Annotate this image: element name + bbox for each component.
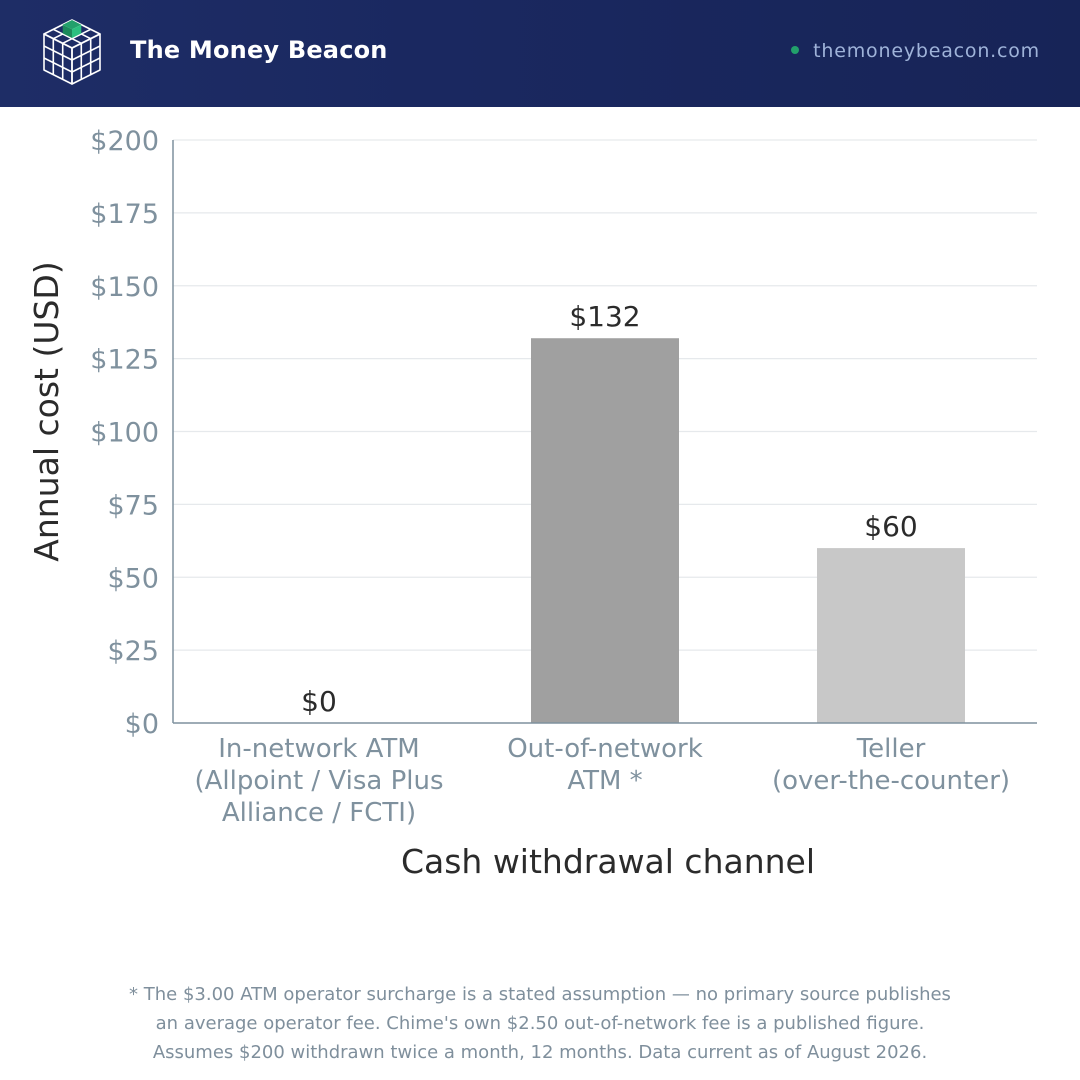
y-tick-label: $50 — [107, 563, 159, 594]
data-label: $0 — [301, 685, 337, 718]
x-tick-label-line: Teller — [856, 734, 926, 764]
y-tick-label: $200 — [90, 126, 159, 157]
data-label: $60 — [864, 510, 917, 543]
y-tick-label: $75 — [107, 490, 159, 521]
bar-chart: $0 $25 $50 $75 $100 $125 $150 $175 $200 $0 In-netw… — [27, 126, 1037, 881]
status-dot-icon — [791, 45, 800, 54]
y-axis-title: Annual cost (USD) — [27, 261, 66, 561]
y-tick-label: $25 — [107, 636, 159, 667]
x-tick-label-line: (Allpoint / Visa Plus — [194, 766, 443, 796]
footnote: * The $3.00 ATM operator surcharge is a … — [0, 980, 1080, 1067]
x-tick-label-line: Out-of-network — [507, 734, 703, 764]
footnote-line: an average operator fee. Chime's own $2.… — [155, 1013, 925, 1034]
data-label: $132 — [569, 300, 640, 333]
site-url[interactable]: themoneybeacon.com — [791, 40, 1040, 62]
x-axis-title: Cash withdrawal channel — [401, 842, 815, 881]
x-tick-label: Teller (over-the-counter) — [772, 734, 1010, 796]
site-url-text: themoneybeacon.com — [813, 40, 1040, 62]
bar — [817, 548, 965, 723]
bar — [531, 338, 679, 723]
x-tick-label-line: ATM * — [567, 766, 642, 796]
x-tick-label: Out-of-network ATM * — [507, 734, 703, 796]
x-tick-label: In-network ATM (Allpoint / Visa Plus Allia… — [194, 734, 443, 828]
x-tick-label-line: In-network ATM — [218, 734, 419, 764]
footnote-line: * The $3.00 ATM operator surcharge is a … — [129, 984, 951, 1005]
y-tick-label: $0 — [125, 709, 159, 740]
brand-name: The Money Beacon — [130, 36, 388, 64]
cube-grid-icon — [43, 19, 101, 85]
y-tick-label: $175 — [90, 199, 159, 230]
y-tick-label: $100 — [90, 418, 159, 449]
y-tick-label: $125 — [90, 345, 159, 376]
x-tick-label-line: Alliance / FCTI) — [222, 798, 416, 828]
header-bar: The Money Beacon themoneybeacon.com — [0, 0, 1080, 107]
footnote-line: Assumes $200 withdrawn twice a month, 12… — [152, 1042, 928, 1063]
y-tick-label: $150 — [90, 272, 159, 303]
x-tick-label-line: (over-the-counter) — [772, 766, 1010, 796]
